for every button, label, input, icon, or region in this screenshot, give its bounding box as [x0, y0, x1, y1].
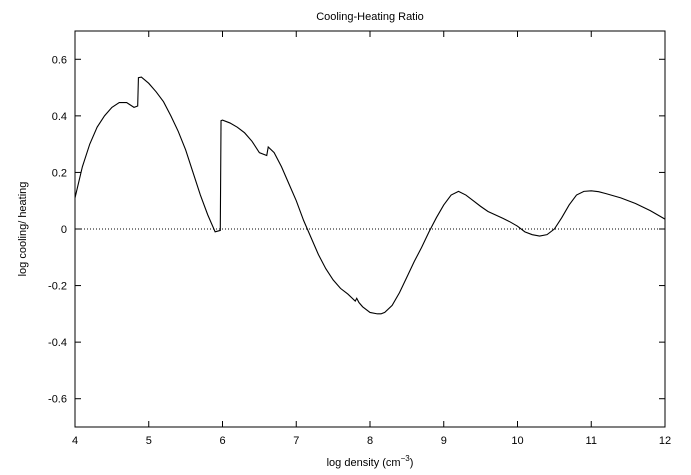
x-tick-label: 7 [293, 435, 299, 447]
y-tick-label: 0.6 [52, 54, 67, 66]
x-tick-label: 9 [441, 435, 447, 447]
x-tick-label: 5 [146, 435, 152, 447]
y-tick-label: -0.4 [48, 337, 67, 349]
y-tick-label: 0 [61, 224, 67, 236]
x-axis: 4 5 6 7 8 9 10 11 12 [72, 31, 671, 447]
series-line [74, 76, 666, 315]
y-tick-label: -0.6 [48, 394, 67, 406]
x-tick-label: 12 [659, 435, 671, 447]
x-axis-label-text: log density (cm [327, 457, 401, 469]
y-axis: 0.6 0.4 0.2 0 -0.2 -0.4 -0.6 [48, 54, 665, 406]
x-tick-label: 4 [72, 435, 78, 447]
x-axis-label: log density (cm−3) [327, 454, 414, 469]
y-tick-label: 0.2 [52, 167, 67, 179]
chart-title: Cooling-Heating Ratio [316, 11, 424, 23]
y-axis-label: log cooling/ heating [17, 182, 29, 277]
x-tick-label: 10 [511, 435, 523, 447]
x-tick-label: 8 [367, 435, 373, 447]
x-axis-label-exponent: −3 [401, 454, 411, 463]
y-tick-label: 0.4 [52, 111, 67, 123]
x-tick-label: 6 [219, 435, 225, 447]
x-tick-label: 11 [586, 435, 597, 447]
y-tick-label: -0.2 [48, 281, 67, 293]
x-axis-label-close: ) [410, 457, 414, 469]
